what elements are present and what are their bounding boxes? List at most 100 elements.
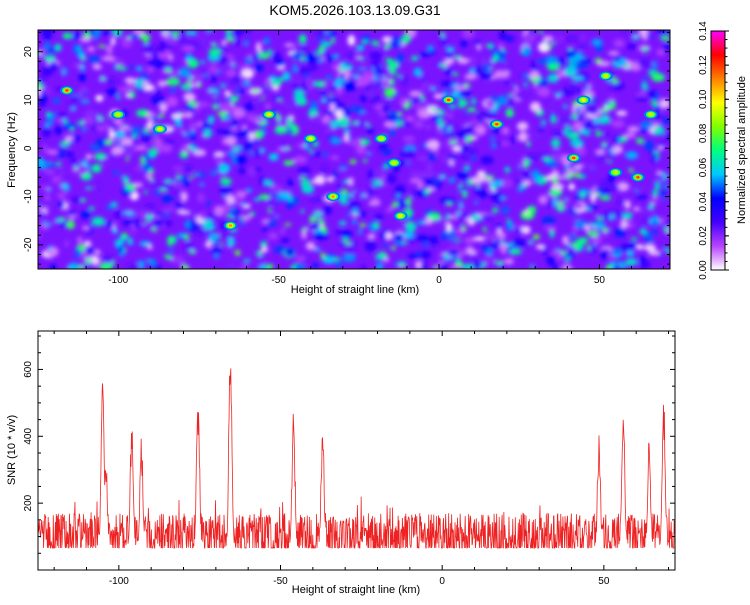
heatmap-cell — [46, 149, 58, 155]
heatmap-cell — [110, 36, 116, 46]
heatmap-cell — [635, 195, 649, 200]
heatmap-cell — [470, 55, 477, 65]
heatmap-cell — [574, 220, 588, 230]
heatmap-cell — [503, 79, 510, 84]
heatmap-cell — [521, 45, 532, 57]
heatmap-cell — [194, 228, 207, 236]
heatmap-cell — [458, 207, 465, 214]
heatmap-cell — [639, 30, 649, 37]
heatmap-cell — [165, 67, 172, 73]
heatmap-cell — [352, 74, 361, 79]
heatmap-cell — [527, 91, 533, 97]
heatmap-cell — [537, 58, 548, 65]
heatmap-cell — [101, 157, 112, 165]
heatmap-cell — [381, 244, 389, 248]
heatmap-cell — [294, 57, 302, 64]
heatmap-cell — [636, 137, 644, 145]
heatmap-cell — [105, 220, 114, 229]
heatmap-cell — [477, 170, 486, 176]
heatmap-hotspot-ring — [604, 74, 608, 78]
heatmap-cell — [495, 224, 502, 229]
heatmap-cell — [203, 129, 213, 138]
heatmap-cell — [415, 251, 421, 257]
heatmap-cell — [662, 195, 666, 201]
heatmap-cell — [185, 81, 191, 85]
heatmap-cell — [319, 91, 327, 97]
heatmap-x-tick-label: -100 — [108, 275, 128, 286]
heatmap-cell — [110, 201, 118, 208]
heatmap-cell — [47, 188, 52, 192]
heatmap-cell — [649, 239, 655, 243]
heatmap-hotspot-ring — [158, 127, 162, 131]
heatmap-cell — [106, 77, 118, 87]
heatmap-cell — [232, 146, 242, 153]
heatmap-cell — [586, 231, 599, 237]
heatmap-cell — [258, 255, 266, 266]
heatmap-cell — [550, 114, 557, 124]
heatmap-cell — [244, 41, 249, 46]
heatmap-cell — [390, 38, 395, 41]
heatmap-cell — [655, 185, 660, 190]
heatmap-cell — [186, 30, 198, 36]
heatmap-cell — [336, 87, 343, 95]
heatmap-cell — [287, 129, 295, 133]
heatmap-cell — [284, 248, 295, 257]
heatmap-cell — [612, 145, 623, 154]
heatmap-cell — [175, 190, 181, 196]
heatmap-cell — [501, 206, 510, 214]
heatmap-cell — [656, 93, 660, 100]
heatmap-cell — [227, 36, 235, 42]
heatmap-cell — [144, 190, 148, 195]
heatmap-hotspot — [566, 153, 581, 163]
heatmap-cell — [305, 77, 314, 88]
heatmap-cell — [409, 90, 422, 96]
heatmap-cell — [146, 121, 154, 130]
heatmap-cell — [482, 244, 489, 252]
heatmap-cell — [62, 118, 68, 125]
heatmap-cell — [189, 176, 194, 180]
colorbar-gradient — [710, 30, 726, 271]
heatmap-cell — [648, 149, 654, 155]
heatmap-hotspot-ring — [495, 123, 499, 126]
heatmap-cell — [450, 139, 457, 144]
heatmap-cell — [300, 209, 305, 214]
heatmap-cell — [361, 72, 374, 83]
heatmap-cell — [197, 193, 205, 203]
heatmap-cell — [324, 110, 335, 116]
heatmap-cell — [318, 220, 325, 226]
heatmap-cell — [602, 141, 607, 147]
heatmap-cell — [557, 34, 563, 44]
heatmap-cell — [334, 229, 343, 236]
heatmap-cell — [188, 122, 198, 133]
heatmap-cell — [215, 91, 220, 95]
heatmap-cell — [360, 40, 369, 44]
heatmap-cell — [656, 30, 668, 36]
heatmap-cell — [385, 43, 391, 50]
heatmap-cell — [424, 217, 433, 225]
heatmap-cell — [653, 219, 658, 226]
heatmap-cell — [366, 122, 370, 127]
heatmap-cell — [562, 235, 569, 245]
heatmap-cell — [104, 139, 113, 145]
heatmap-cell — [62, 32, 73, 40]
heatmap-cell — [486, 232, 499, 241]
heatmap-cell — [177, 210, 190, 215]
heatmap-cell — [644, 231, 652, 240]
heatmap-cell — [83, 240, 92, 246]
heatmap-cell — [570, 214, 580, 222]
heatmap-cell — [154, 89, 162, 100]
heatmap-cell — [499, 243, 507, 251]
heatmap-cell — [341, 237, 349, 242]
heatmap-cell — [618, 136, 628, 143]
heatmap-cell — [483, 63, 488, 67]
heatmap-cell — [663, 183, 669, 190]
heatmap-cell — [554, 154, 564, 161]
heatmap-cell — [282, 71, 291, 81]
heatmap-cell — [626, 43, 639, 50]
heatmap-cell — [41, 143, 49, 154]
heatmap-cell — [518, 174, 525, 180]
heatmap-cell — [85, 257, 92, 264]
heatmap-cell — [483, 111, 498, 121]
heatmap-cell — [231, 63, 238, 67]
heatmap-cell — [401, 33, 411, 44]
